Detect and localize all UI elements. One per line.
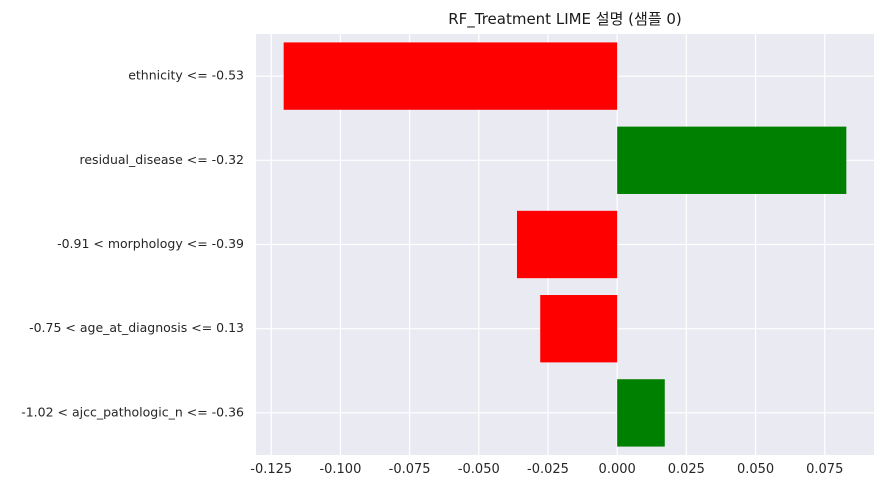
bar-0 xyxy=(284,42,617,109)
y-tick-labels: ethnicity <= -0.53 residual_disease <= -0… xyxy=(21,68,244,420)
x-tick-label-3: -0.050 xyxy=(458,462,500,477)
bar-3 xyxy=(540,295,617,362)
y-tick-label-1: residual_disease <= -0.32 xyxy=(80,152,245,167)
bar-1 xyxy=(617,127,846,194)
x-tick-label-8: 0.075 xyxy=(806,462,843,477)
x-tick-label-5: 0.000 xyxy=(599,462,636,477)
y-tick-label-2: -0.91 < morphology <= -0.39 xyxy=(57,236,244,251)
x-tick-label-0: -0.125 xyxy=(250,462,292,477)
chart-title: RF_Treatment LIME 설명 (샘플 0) xyxy=(448,10,682,29)
x-tick-label-1: -0.100 xyxy=(319,462,361,477)
bar-2 xyxy=(517,211,617,278)
bar-4 xyxy=(617,379,665,446)
x-tick-label-7: 0.050 xyxy=(737,462,774,477)
y-tick-label-0: ethnicity <= -0.53 xyxy=(128,68,244,83)
y-tick-label-3: -0.75 < age_at_diagnosis <= 0.13 xyxy=(29,320,244,335)
x-tick-label-4: -0.025 xyxy=(527,462,569,477)
y-tick-label-4: -1.02 < ajcc_pathologic_n <= -0.36 xyxy=(21,404,244,419)
x-tick-label-2: -0.075 xyxy=(389,462,431,477)
x-tick-label-6: 0.025 xyxy=(668,462,705,477)
x-tick-labels: -0.125 -0.100 -0.075 -0.050 -0.025 0.000 0.025… xyxy=(250,462,843,477)
